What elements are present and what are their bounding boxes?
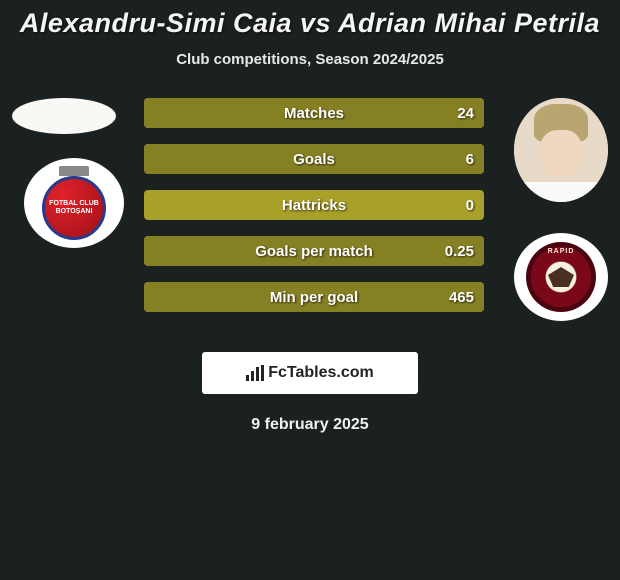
eagle-icon bbox=[548, 267, 574, 287]
main-area: FOTBAL CLUB BOTOȘANI RAPID Matches24 Goal… bbox=[4, 98, 616, 348]
stat-label: Min per goal bbox=[144, 282, 484, 312]
club-left-badge: FOTBAL CLUB BOTOȘANI bbox=[42, 176, 106, 240]
logo-text: FcTables.com bbox=[268, 364, 374, 382]
stat-label: Hattricks bbox=[144, 190, 484, 220]
stat-value: 465 bbox=[449, 282, 474, 312]
comparison-card: Alexandru-Simi Caia vs Adrian Mihai Petr… bbox=[0, 0, 620, 442]
club-right-text: RAPID bbox=[548, 248, 575, 255]
stat-bars: Matches24 Goals6 Hattricks0 Goals per match… bbox=[144, 98, 484, 328]
club-right-logo: RAPID bbox=[514, 233, 608, 321]
date-label: 9 february 2025 bbox=[4, 416, 616, 434]
stat-label: Matches bbox=[144, 98, 484, 128]
stat-value: 0.25 bbox=[445, 236, 474, 266]
subtitle: Club competitions, Season 2024/2025 bbox=[4, 51, 616, 68]
club-left-logo: FOTBAL CLUB BOTOȘANI bbox=[24, 158, 124, 248]
page-title: Alexandru-Simi Caia vs Adrian Mihai Petr… bbox=[4, 8, 616, 39]
stat-row: Matches24 bbox=[144, 98, 484, 128]
stat-row: Min per goal465 bbox=[144, 282, 484, 312]
stat-value: 6 bbox=[466, 144, 474, 174]
stat-row: Goals per match0.25 bbox=[144, 236, 484, 266]
stat-row: Goals6 bbox=[144, 144, 484, 174]
stat-label: Goals per match bbox=[144, 236, 484, 266]
bars-icon bbox=[246, 365, 264, 381]
stat-label: Goals bbox=[144, 144, 484, 174]
player-right-avatar bbox=[514, 98, 608, 202]
stat-value: 24 bbox=[457, 98, 474, 128]
crown-icon bbox=[59, 166, 89, 176]
stat-row: Hattricks0 bbox=[144, 190, 484, 220]
stat-value: 0 bbox=[466, 190, 474, 220]
fctables-logo[interactable]: FcTables.com bbox=[202, 352, 418, 394]
player-left-avatar bbox=[12, 98, 116, 134]
